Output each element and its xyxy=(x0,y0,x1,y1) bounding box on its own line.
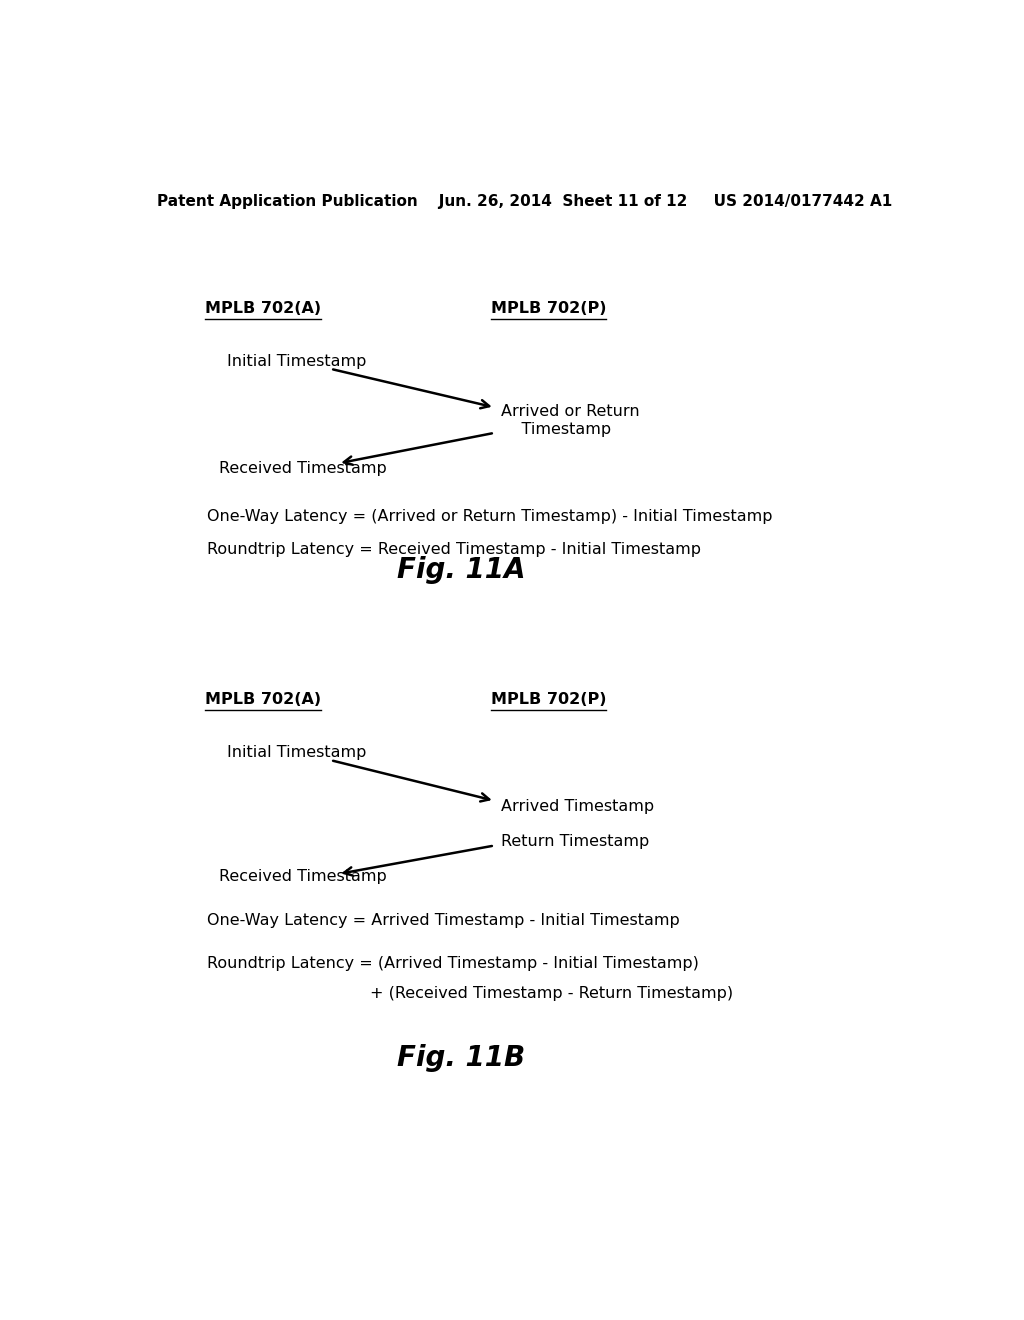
Text: One-Way Latency = (Arrived or Return Timestamp) - Initial Timestamp: One-Way Latency = (Arrived or Return Tim… xyxy=(207,508,773,524)
Text: MPLB 702(P): MPLB 702(P) xyxy=(490,301,606,315)
Text: Initial Timestamp: Initial Timestamp xyxy=(227,746,367,760)
Text: Initial Timestamp: Initial Timestamp xyxy=(227,354,367,370)
Text: Arrived Timestamp: Arrived Timestamp xyxy=(501,800,654,814)
Text: Fig. 11A: Fig. 11A xyxy=(397,556,525,583)
Text: Arrived or Return
    Timestamp: Arrived or Return Timestamp xyxy=(501,404,640,437)
Text: Received Timestamp: Received Timestamp xyxy=(219,461,387,477)
Text: MPLB 702(A): MPLB 702(A) xyxy=(205,692,321,708)
Text: Roundtrip Latency = Received Timestamp - Initial Timestamp: Roundtrip Latency = Received Timestamp -… xyxy=(207,543,701,557)
Text: MPLB 702(P): MPLB 702(P) xyxy=(490,692,606,708)
Text: Roundtrip Latency = (Arrived Timestamp - Initial Timestamp): Roundtrip Latency = (Arrived Timestamp -… xyxy=(207,956,699,972)
Text: + (Received Timestamp - Return Timestamp): + (Received Timestamp - Return Timestamp… xyxy=(370,986,733,1002)
Text: Received Timestamp: Received Timestamp xyxy=(219,870,387,884)
Text: Patent Application Publication    Jun. 26, 2014  Sheet 11 of 12     US 2014/0177: Patent Application Publication Jun. 26, … xyxy=(157,194,893,209)
Text: MPLB 702(A): MPLB 702(A) xyxy=(205,301,321,315)
Text: Return Timestamp: Return Timestamp xyxy=(501,834,649,849)
Text: Fig. 11B: Fig. 11B xyxy=(397,1044,525,1072)
Text: One-Way Latency = Arrived Timestamp - Initial Timestamp: One-Way Latency = Arrived Timestamp - In… xyxy=(207,913,680,928)
